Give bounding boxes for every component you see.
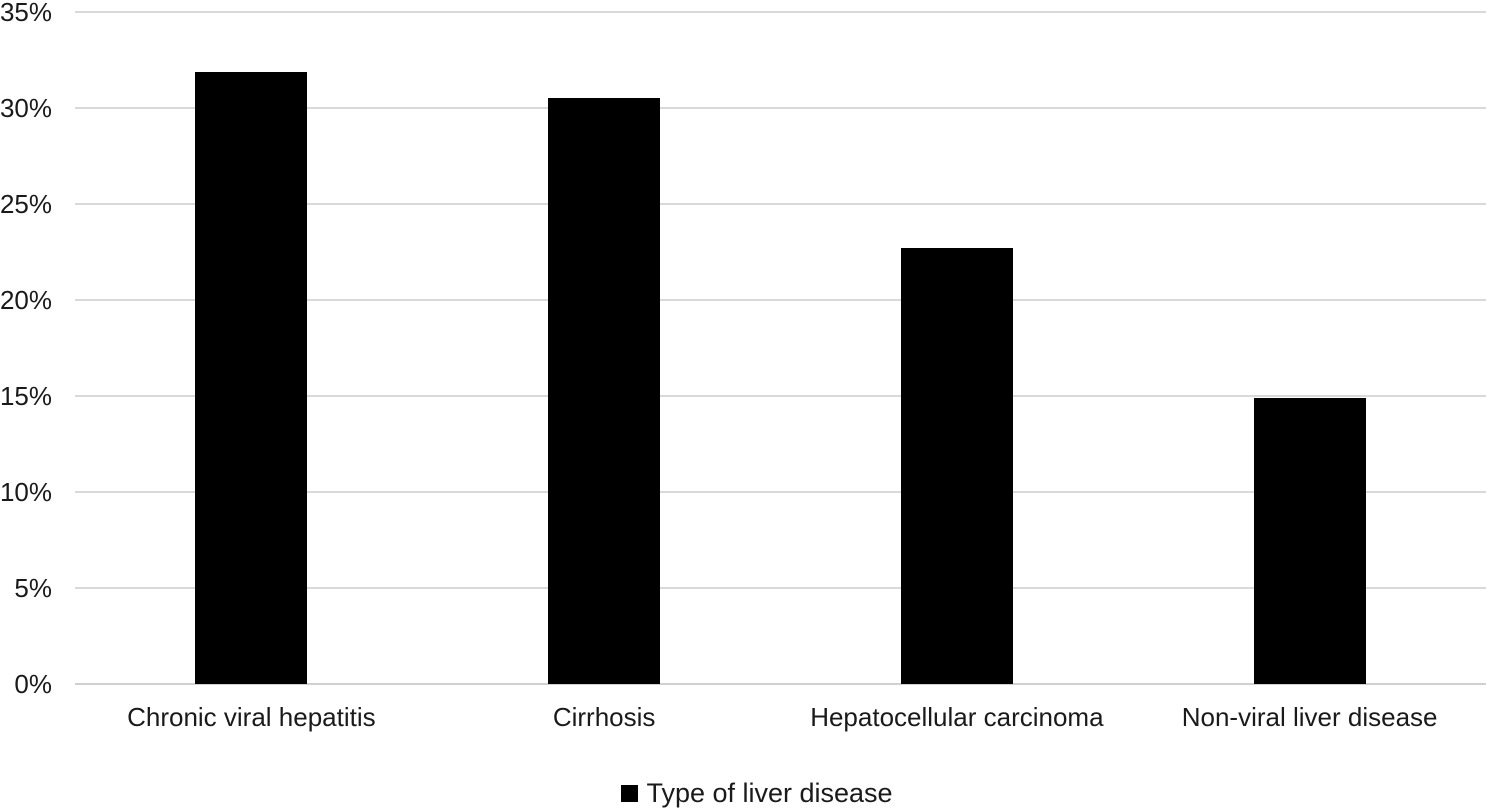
bar-chronic-viral-hepatitis — [195, 71, 308, 684]
legend-label: Type of liver disease — [646, 778, 893, 808]
y-tick-label: 5% — [14, 573, 52, 603]
bar-slot — [428, 12, 781, 684]
bar-hepatocellular-carcinoma — [900, 248, 1013, 684]
bar-slot — [1133, 12, 1486, 684]
x-category-label: Non-viral liver disease — [1181, 702, 1438, 732]
x-category-label: Hepatocellular carcinoma — [810, 702, 1104, 732]
chart-legend: Type of liver disease — [0, 778, 1489, 808]
y-tick-label: 10% — [0, 477, 52, 507]
plot-area — [75, 11, 1486, 685]
gridline — [75, 683, 1486, 685]
bar-slot — [781, 12, 1134, 684]
y-tick-label: 15% — [0, 381, 52, 411]
y-tick-label: 20% — [0, 285, 52, 315]
y-axis: 0% 5% 10% 15% 20% 25% 30% 35% — [0, 0, 56, 699]
gridline — [75, 203, 1486, 205]
y-tick-label: 0% — [14, 669, 52, 699]
x-category-label: Chronic viral hepatitis — [127, 702, 376, 732]
legend-square-marker — [621, 784, 639, 802]
x-category-label: Cirrhosis — [552, 702, 656, 732]
y-tick-label: 30% — [0, 93, 52, 123]
gridline — [75, 107, 1486, 109]
gridline — [75, 299, 1486, 301]
bar-non-viral-liver-disease — [1253, 397, 1366, 684]
x-axis-category-labels: Chronic viral hepatitis Cirrhosis Hepatoce… — [75, 700, 1486, 734]
gridline — [75, 395, 1486, 397]
gridline — [75, 491, 1486, 493]
gridline — [75, 11, 1486, 13]
gridline — [75, 587, 1486, 589]
y-tick-label: 25% — [0, 189, 52, 219]
bars-layer — [75, 12, 1486, 684]
bar-slot — [75, 12, 428, 684]
bar-cirrhosis — [548, 98, 661, 684]
y-tick-label: 35% — [0, 0, 52, 27]
